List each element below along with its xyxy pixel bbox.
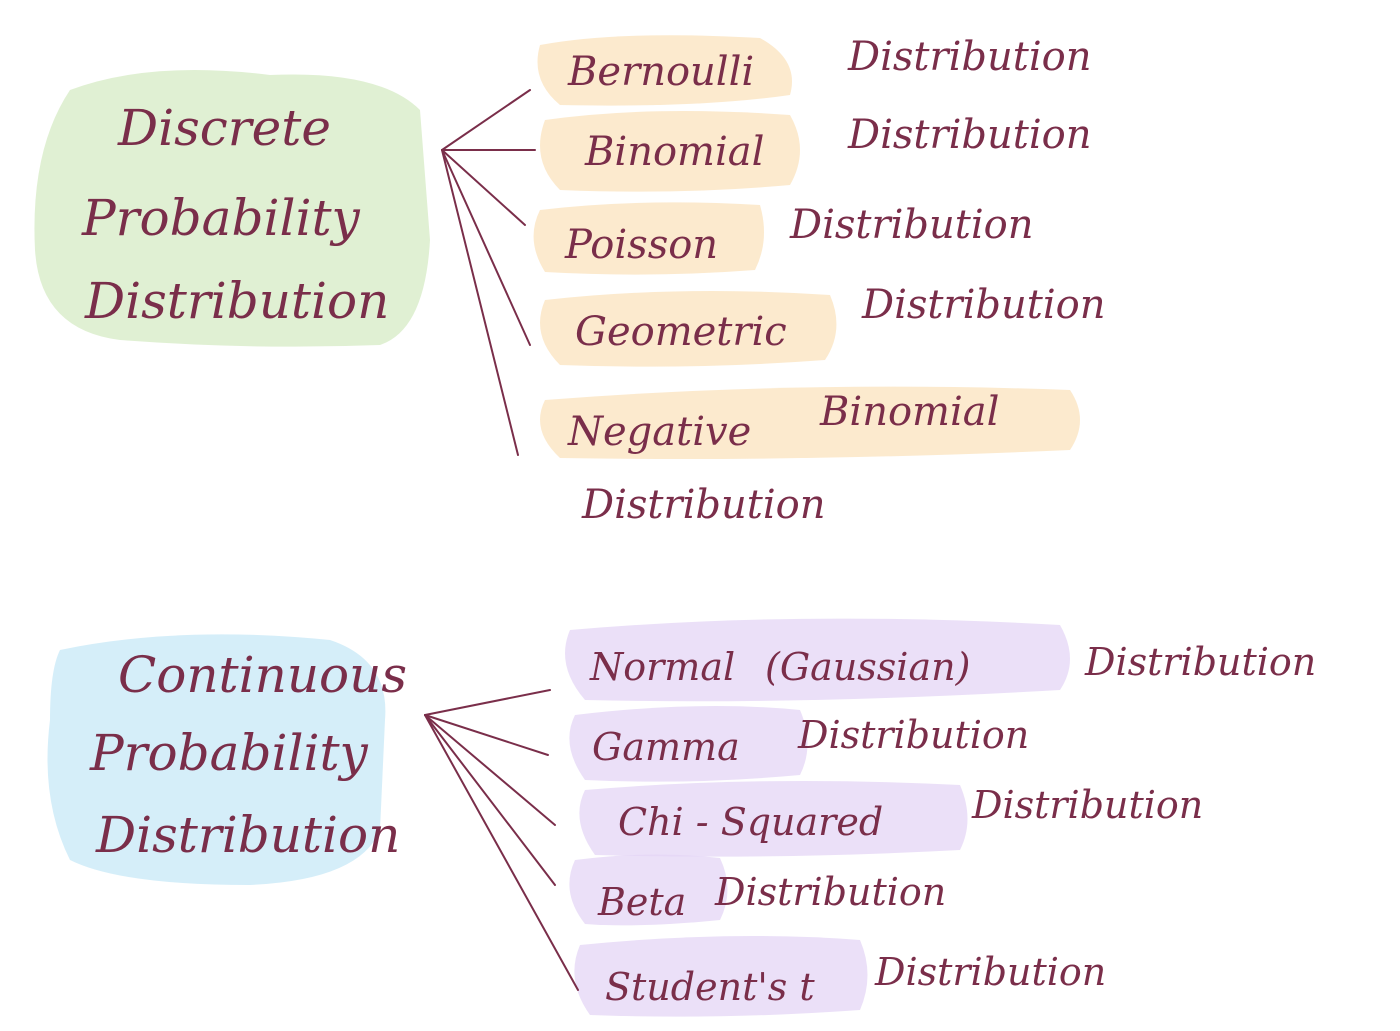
gamma-highlight (569, 706, 808, 782)
discrete-title-line-1: Discrete (117, 99, 331, 157)
branch-normal (424, 689, 551, 716)
item-gamma-suffix: Distribution (797, 713, 1029, 757)
discrete-branches (441, 89, 536, 456)
item-negative-binomial-suffix: Distribution (581, 482, 825, 528)
branch-poisson (441, 149, 526, 226)
item-bernoulli-name: Bernoulli (567, 49, 754, 95)
item-negative-binomial-middle: Binomial (819, 389, 999, 435)
geometric-highlight (540, 291, 837, 367)
item-binomial-suffix: Distribution (847, 112, 1091, 158)
item-student-t-name: Student's t (605, 965, 815, 1009)
item-chi-squared-name: Chi - Squared (618, 800, 883, 844)
discrete-title: Discrete Probability Distribution (81, 99, 389, 330)
item-geometric-suffix: Distribution (861, 282, 1105, 328)
item-chi-squared-suffix: Distribution (971, 783, 1203, 827)
beta-highlight (569, 854, 728, 926)
discrete-items: Bernoulli Distribution Binomial Distribu… (564, 34, 1105, 528)
branch-student-t (424, 714, 579, 991)
continuous-title-line-1: Continuous (118, 646, 407, 704)
discrete-title-line-2: Probability (81, 189, 361, 247)
branch-chi-squared (424, 714, 556, 826)
item-normal-paren: (Gaussian) (765, 645, 970, 689)
item-negative-binomial-name: Negative (567, 409, 751, 455)
branch-gamma (424, 714, 549, 756)
item-bernoulli-suffix: Distribution (847, 34, 1091, 80)
continuous-title-line-2: Probability (89, 724, 369, 782)
continuous-title-line-3: Distribution (95, 806, 400, 864)
branch-geometric (441, 149, 531, 346)
chi-squared-highlight (579, 781, 968, 857)
item-normal-suffix: Distribution (1084, 640, 1316, 684)
item-normal-name: Normal (589, 645, 735, 689)
student-t-highlight (574, 936, 868, 1017)
binomial-highlight (540, 111, 800, 192)
discrete-title-highlight (34, 70, 430, 347)
item-beta-name: Beta (597, 880, 686, 924)
item-beta-suffix: Distribution (714, 870, 946, 914)
continuous-title-highlight (47, 634, 386, 885)
continuous-items: Normal (Gaussian) Distribution Gamma Dis… (589, 640, 1316, 1009)
poisson-highlight (533, 202, 764, 275)
item-binomial-name: Binomial (584, 129, 764, 175)
branch-beta (424, 714, 556, 886)
negative-binomial-highlight (540, 386, 1080, 459)
bernoulli-highlight (537, 35, 792, 106)
item-student-t-suffix: Distribution (874, 950, 1106, 994)
highlight-layer (34, 35, 1080, 1017)
continuous-branches (424, 689, 579, 991)
item-poisson-name: Poisson (564, 222, 718, 268)
normal-highlight (565, 618, 1070, 702)
branch-bernoulli (441, 89, 531, 151)
item-gamma-name: Gamma (592, 725, 740, 769)
item-poisson-suffix: Distribution (789, 202, 1033, 248)
item-geometric-name: Geometric (575, 309, 787, 355)
discrete-title-line-3: Distribution (84, 272, 389, 330)
branch-negative-binomial (441, 149, 519, 456)
continuous-title: Continuous Probability Distribution (89, 646, 407, 864)
